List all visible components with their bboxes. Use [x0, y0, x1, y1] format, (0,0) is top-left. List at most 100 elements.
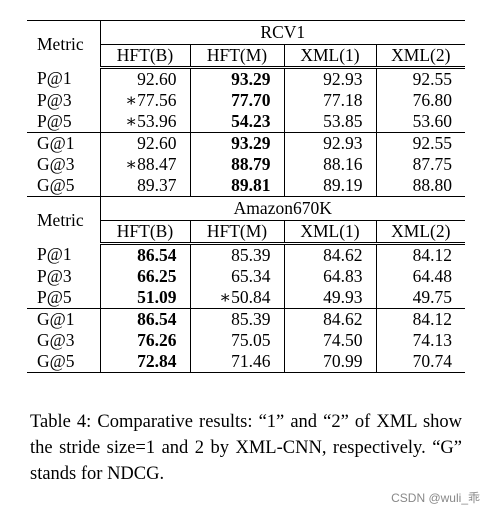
cell-value: 64.83 [323, 266, 363, 286]
column-header: XML(1) [284, 220, 377, 245]
table-cell: 93.29 [190, 132, 285, 154]
cell-value: 84.62 [323, 245, 363, 265]
best-value: 76.26 [137, 330, 177, 350]
metric-label: P@5 [27, 287, 101, 309]
table-cell: 76.26 [100, 330, 191, 351]
table-row: P@5 ∗53.96 54.23 53.85 53.60 [27, 111, 466, 133]
table-cell: 76.80 [376, 90, 465, 111]
cell-value: 84.12 [412, 245, 453, 265]
table-cell: ∗50.84 [190, 287, 285, 309]
table-row: G@1 92.60 93.29 92.93 92.55 [27, 132, 465, 155]
table-cell: 75.05 [190, 330, 285, 351]
table-caption: Table 4: Comparative results: “1” and “2… [30, 412, 462, 484]
best-value: 66.25 [137, 266, 177, 286]
table-cell: 87.75 [376, 154, 465, 175]
table-cell: 49.75 [376, 287, 466, 309]
cell-value: 92.55 [412, 133, 453, 153]
cell-value: 92.60 [137, 69, 177, 89]
cell-value: 70.99 [323, 351, 363, 371]
cell-value: 76.80 [412, 90, 453, 110]
column-header: HFT(B) [100, 44, 191, 69]
table-row: P@3 ∗77.56 77.70 77.18 76.80 [27, 90, 465, 111]
table-cell: 77.18 [284, 90, 377, 111]
table-row: G@5 72.84 71.46 70.99 70.74 [27, 351, 466, 373]
column-header: XML(2) [376, 44, 466, 69]
table-cell: 77.70 [190, 90, 285, 111]
table-cell: 53.60 [376, 111, 466, 133]
best-value: 89.81 [231, 175, 271, 195]
table-cell: 92.60 [100, 67, 191, 90]
metric-label: P@5 [27, 111, 101, 133]
table-cell: 54.23 [190, 111, 285, 133]
best-value: 93.29 [231, 133, 271, 153]
table-cell: 71.46 [190, 351, 285, 373]
best-value: 54.23 [231, 111, 271, 131]
metric-label: G@3 [27, 330, 101, 351]
cell-value: 89.19 [323, 175, 363, 195]
metric-label: G@5 [27, 351, 101, 373]
metric-label: G@5 [27, 175, 101, 197]
table-cell: 84.62 [284, 308, 377, 330]
column-header: HFT(B) [100, 220, 191, 245]
table-cell: 85.39 [190, 308, 285, 330]
cell-value: 77.18 [323, 90, 363, 110]
table-cell: 70.99 [284, 351, 377, 373]
column-header-row: HFT(B) HFT(M) XML(1) XML(2) [27, 44, 466, 69]
metric-label: G@1 [27, 132, 101, 154]
cell-value: 70.74 [412, 351, 453, 371]
cell-value: 49.75 [412, 287, 453, 307]
table-row: P@3 66.25 65.34 64.83 64.48 [27, 266, 465, 287]
watermark: CSDN @wuli_乖 [391, 491, 480, 505]
table-cell: 49.93 [284, 287, 377, 309]
cell-value: 84.12 [412, 309, 453, 329]
dataset-name: RCV1 [100, 20, 466, 45]
cell-value: 84.62 [323, 309, 363, 329]
dataset-header-row: Metric RCV1 [27, 20, 466, 68]
metric-label: P@3 [27, 90, 101, 111]
table-row: P@1 86.54 85.39 84.62 84.12 [27, 243, 465, 267]
table-cell: 92.55 [376, 133, 465, 155]
cell-value: 85.39 [231, 245, 271, 265]
table-cell: 92.60 [100, 132, 191, 154]
table-cell: 74.50 [284, 330, 377, 351]
column-header: XML(2) [376, 220, 466, 245]
table-cell: 84.12 [376, 244, 465, 267]
table-cell: 64.83 [284, 266, 377, 287]
table-cell: 70.74 [376, 351, 466, 373]
cell-value: ∗88.47 [125, 154, 177, 174]
table-cell: 92.93 [284, 132, 377, 154]
best-value: 86.54 [137, 245, 177, 265]
table-cell: 74.13 [376, 330, 465, 351]
table-cell: 84.62 [284, 243, 377, 266]
dataset-header-row: Metric Amazon670K [27, 196, 466, 244]
table-cell: 88.80 [376, 175, 466, 197]
cell-value: 85.39 [231, 309, 271, 329]
column-header: HFT(M) [190, 220, 285, 245]
cell-value: 92.60 [137, 133, 177, 153]
cell-value: 49.93 [323, 287, 363, 307]
table-row: G@3 76.26 75.05 74.50 74.13 [27, 330, 465, 351]
cell-value: 71.46 [231, 351, 271, 371]
table-cell: 93.29 [190, 67, 285, 90]
table-cell: 53.85 [284, 111, 377, 133]
table-cell: 64.48 [376, 266, 465, 287]
table-cell: 66.25 [100, 266, 191, 287]
table-cell: ∗53.96 [100, 111, 191, 133]
best-value: 86.54 [137, 309, 177, 329]
column-header: HFT(M) [190, 44, 285, 69]
column-header: XML(1) [284, 44, 377, 69]
metric-label: P@1 [27, 243, 101, 266]
table-row: G@1 86.54 85.39 84.62 84.12 [27, 308, 465, 330]
results-table: Metric RCV1 HFT(B) HFT(M) XML(1) XML(2) P@1 92.… [27, 20, 466, 373]
table-cell: 88.16 [284, 154, 377, 175]
table-cell: ∗77.56 [100, 90, 191, 111]
table-cell: 89.37 [100, 175, 191, 197]
metric-label: P@3 [27, 266, 101, 287]
cell-value: 87.75 [412, 154, 453, 174]
cell-value: 92.93 [323, 133, 363, 153]
best-value: 77.70 [231, 90, 271, 110]
cell-value: 75.05 [231, 330, 271, 350]
table-cell: ∗88.47 [100, 154, 191, 175]
best-value: 88.79 [231, 154, 271, 174]
metric-header: Metric [27, 196, 101, 244]
